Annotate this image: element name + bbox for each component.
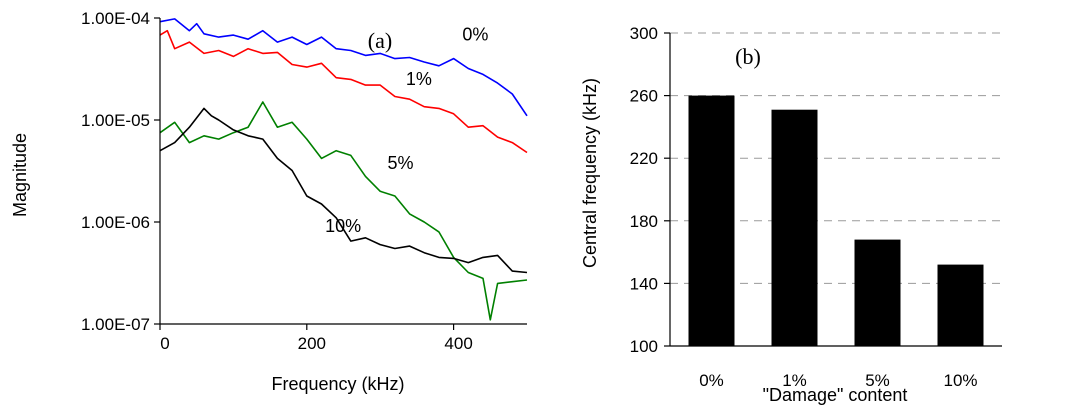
chart-b-y-tick-label: 300 — [630, 24, 658, 43]
chart-b-bar — [688, 95, 735, 346]
chart-a-y-tick-label: 1.00E-05 — [81, 111, 150, 130]
chart-a-series-annotation: 10% — [325, 216, 361, 236]
chart-b-x-tick-label: 10% — [943, 371, 977, 390]
chart-b-bar — [771, 109, 818, 346]
chart-b-y-tick-label: 260 — [630, 87, 658, 106]
chart-b-panel-label: (b) — [735, 44, 761, 69]
chart-b-y-tick-label: 220 — [630, 149, 658, 168]
chart-a-series-line-2 — [159, 29, 528, 154]
chart-a-series-annotation: 1% — [406, 69, 432, 89]
chart-a-y-tick-label: 1.00E-04 — [81, 9, 150, 28]
chart-a-panel-label: (a) — [368, 28, 392, 53]
chart-a-series-annotation: 5% — [388, 153, 414, 173]
chart-b-central-frequency-bars: Central frequency (kHz) "Damage" content… — [580, 24, 1002, 405]
chart-a-y-tick-label: 1.00E-06 — [81, 213, 150, 232]
chart-a-y-axis-label: Magnitude — [10, 133, 30, 217]
chart-b-bar — [854, 239, 901, 346]
chart-a-x-tick-label: 400 — [444, 334, 472, 353]
chart-a-x-tick-label: 200 — [298, 334, 326, 353]
chart-b-x-tick-label: 0% — [699, 371, 724, 390]
chart-b-y-axis-label: Central frequency (kHz) — [580, 78, 600, 268]
chart-b-y-tick-label: 180 — [630, 212, 658, 231]
chart-a-magnitude-spectrum: Magnitude Frequency (kHz) (a) 1.00E-07 1.… — [10, 9, 528, 394]
chart-a-x-axis-label: Frequency (kHz) — [271, 374, 404, 394]
chart-a-series-annotation: 0% — [462, 25, 488, 45]
chart-b-x-tick-label: 1% — [782, 371, 807, 390]
chart-b-bar — [937, 264, 984, 346]
chart-a-y-tick-label: 1.00E-07 — [81, 315, 150, 334]
chart-b-y-tick-label: 140 — [630, 274, 658, 293]
chart-a-x-tick-label: 0 — [160, 334, 169, 353]
chart-b-x-axis-label: "Damage" content — [763, 385, 908, 405]
chart-a-series-line-1 — [159, 18, 528, 117]
chart-a-series-line-4 — [159, 107, 528, 274]
chart-a-series-line-3 — [159, 101, 528, 321]
chart-b-y-tick-label: 100 — [630, 337, 658, 356]
chart-b-x-tick-label: 5% — [865, 371, 890, 390]
